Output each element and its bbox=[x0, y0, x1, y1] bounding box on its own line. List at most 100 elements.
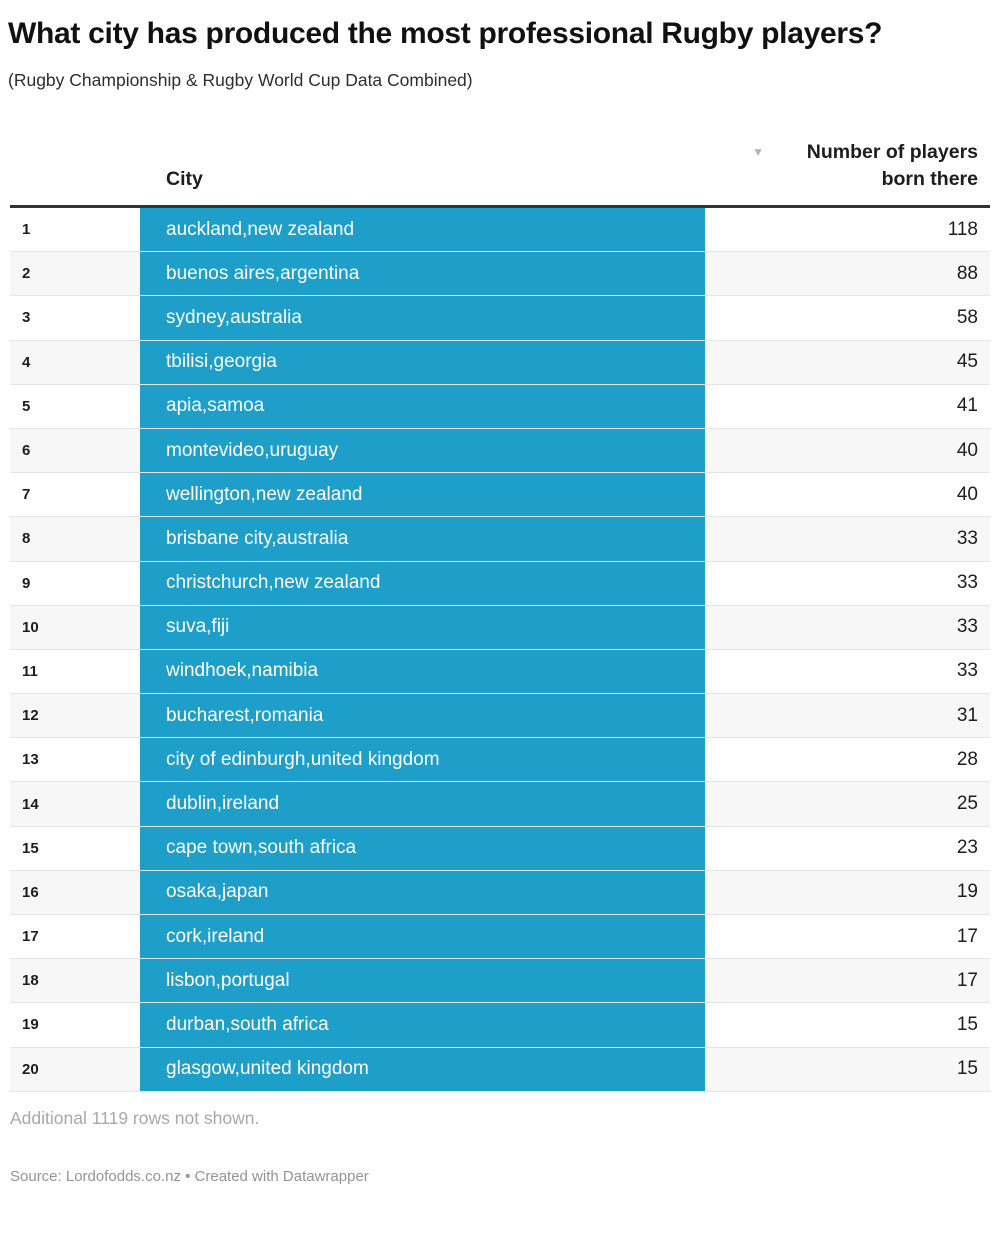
table-row: 20 glasgow,united kingdom 15 bbox=[10, 1047, 990, 1092]
players-cell: 45 bbox=[956, 351, 978, 373]
rank-cell: 16 bbox=[22, 883, 39, 901]
city-cell: cape town,south africa bbox=[140, 826, 705, 870]
page-subtitle: (Rugby Championship & Rugby World Cup Da… bbox=[8, 70, 473, 90]
source-line: Source: Lordofodds.co.nz • Created with … bbox=[10, 1167, 369, 1185]
city-cell-label: city of edinburgh,united kingdom bbox=[166, 748, 440, 770]
table-row: 9 christchurch,new zealand 33 bbox=[10, 561, 990, 606]
city-cell: sydney,australia bbox=[140, 296, 705, 340]
players-cell: 118 bbox=[947, 218, 978, 240]
players-cell: 19 bbox=[956, 881, 978, 903]
city-cell-label: osaka,japan bbox=[166, 881, 269, 903]
city-cell-label: glasgow,united kingdom bbox=[166, 1058, 369, 1080]
city-cell: buenos aires,argentina bbox=[140, 252, 705, 296]
table-row: 12 bucharest,romania 31 bbox=[10, 694, 990, 739]
rank-cell: 4 bbox=[22, 353, 31, 371]
table-row: 8 brisbane city,australia 33 bbox=[10, 517, 990, 562]
city-cell: windhoek,namibia bbox=[140, 649, 705, 694]
additional-rows-note: Additional 1119 rows not shown. bbox=[10, 1107, 260, 1128]
city-cell-label: dublin,ireland bbox=[166, 793, 280, 815]
city-cell: osaka,japan bbox=[140, 870, 705, 914]
city-cell: cork,ireland bbox=[140, 915, 705, 959]
city-cell: montevideo,uruguay bbox=[140, 428, 705, 473]
city-cell-label: suva,fiji bbox=[166, 616, 230, 638]
rank-cell: 17 bbox=[22, 928, 39, 946]
players-cell: 15 bbox=[956, 1013, 978, 1035]
city-cell: bucharest,romania bbox=[140, 694, 705, 738]
table-body: 1 auckland,new zealand 118 2 buenos aire… bbox=[10, 208, 990, 1092]
table-row: 15 cape town,south africa 23 bbox=[10, 826, 990, 871]
rank-cell: 5 bbox=[22, 397, 31, 415]
players-cell: 31 bbox=[956, 704, 978, 726]
column-header-players[interactable]: ▼ Number of players born there bbox=[705, 139, 990, 193]
rank-cell: 12 bbox=[22, 707, 39, 725]
rank-cell: 19 bbox=[22, 1016, 39, 1034]
column-header-players-label: Number of players born there bbox=[806, 141, 978, 190]
rank-cell: 7 bbox=[22, 486, 31, 504]
rank-cell: 15 bbox=[22, 839, 39, 857]
players-cell: 33 bbox=[956, 616, 978, 638]
players-cell: 33 bbox=[956, 572, 978, 594]
city-cell: christchurch,new zealand bbox=[140, 561, 705, 605]
table-header-row: City ▼ Number of players born there bbox=[10, 139, 990, 208]
city-cell: wellington,new zealand bbox=[140, 473, 705, 517]
page-title: What city has produced the most professi… bbox=[8, 17, 883, 50]
city-cell: apia,samoa bbox=[140, 384, 705, 428]
city-cell-label: auckland,new zealand bbox=[166, 218, 355, 240]
city-cell-label: cape town,south africa bbox=[166, 837, 357, 859]
rank-cell: 6 bbox=[22, 442, 31, 460]
city-cell-label: windhoek,namibia bbox=[166, 660, 319, 682]
city-cell-label: buenos aires,argentina bbox=[166, 262, 360, 284]
table-row: 2 buenos aires,argentina 88 bbox=[10, 252, 990, 297]
table-row: 18 lisbon,portugal 17 bbox=[10, 959, 990, 1004]
city-cell-label: tbilisi,georgia bbox=[166, 351, 277, 373]
players-cell: 17 bbox=[956, 969, 978, 991]
city-cell-label: sydney,australia bbox=[166, 306, 302, 328]
city-cell-label: apia,samoa bbox=[166, 395, 265, 417]
city-cell-label: cork,ireland bbox=[166, 925, 265, 947]
rank-cell: 1 bbox=[22, 221, 31, 239]
table-row: 3 sydney,australia 58 bbox=[10, 296, 990, 341]
table-row: 14 dublin,ireland 25 bbox=[10, 782, 990, 827]
datawrapper-table-chart: What city has produced the most professi… bbox=[0, 12, 1000, 1255]
table-row: 19 durban,south africa 15 bbox=[10, 1003, 990, 1048]
city-cell-label: brisbane city,australia bbox=[166, 527, 349, 549]
city-cell-label: lisbon,portugal bbox=[166, 969, 290, 991]
city-cell: lisbon,portugal bbox=[140, 959, 705, 1003]
city-cell: tbilisi,georgia bbox=[140, 340, 705, 384]
players-cell: 40 bbox=[956, 483, 978, 505]
players-cell: 15 bbox=[956, 1058, 978, 1080]
city-cell: dublin,ireland bbox=[140, 782, 705, 826]
table-row: 16 osaka,japan 19 bbox=[10, 870, 990, 915]
table-row: 17 cork,ireland 17 bbox=[10, 915, 990, 960]
players-cell: 33 bbox=[956, 527, 978, 549]
rank-cell: 3 bbox=[22, 309, 31, 327]
table-row: 6 montevideo,uruguay 40 bbox=[10, 428, 990, 474]
column-header-city[interactable]: City bbox=[166, 168, 203, 190]
city-cell: suva,fiji bbox=[140, 605, 705, 649]
table-row: 13 city of edinburgh,united kingdom 28 bbox=[10, 738, 990, 783]
players-cell: 40 bbox=[956, 439, 978, 461]
rank-cell: 14 bbox=[22, 795, 39, 813]
table-row: 1 auckland,new zealand 118 bbox=[10, 208, 990, 253]
table-row: 10 suva,fiji 33 bbox=[10, 605, 990, 650]
players-cell: 88 bbox=[956, 262, 978, 284]
city-cell: brisbane city,australia bbox=[140, 517, 705, 561]
city-cell: durban,south africa bbox=[140, 1003, 705, 1047]
city-cell-label: durban,south africa bbox=[166, 1013, 329, 1035]
city-cell-label: bucharest,romania bbox=[166, 704, 324, 726]
players-cell: 41 bbox=[956, 395, 978, 417]
players-cell: 28 bbox=[956, 748, 978, 770]
players-cell: 17 bbox=[956, 925, 978, 947]
city-cell: glasgow,united kingdom bbox=[140, 1047, 705, 1091]
rank-cell: 20 bbox=[22, 1060, 39, 1078]
players-cell: 33 bbox=[956, 660, 978, 682]
rank-cell: 13 bbox=[22, 751, 39, 769]
players-cell: 58 bbox=[956, 306, 978, 328]
rank-cell: 11 bbox=[22, 662, 38, 680]
table-row: 5 apia,samoa 41 bbox=[10, 384, 990, 429]
rank-cell: 18 bbox=[22, 972, 39, 990]
sort-desc-icon: ▼ bbox=[752, 145, 764, 159]
table-row: 11 windhoek,namibia 33 bbox=[10, 649, 990, 695]
rank-cell: 8 bbox=[22, 530, 31, 548]
players-cell: 25 bbox=[956, 793, 978, 815]
